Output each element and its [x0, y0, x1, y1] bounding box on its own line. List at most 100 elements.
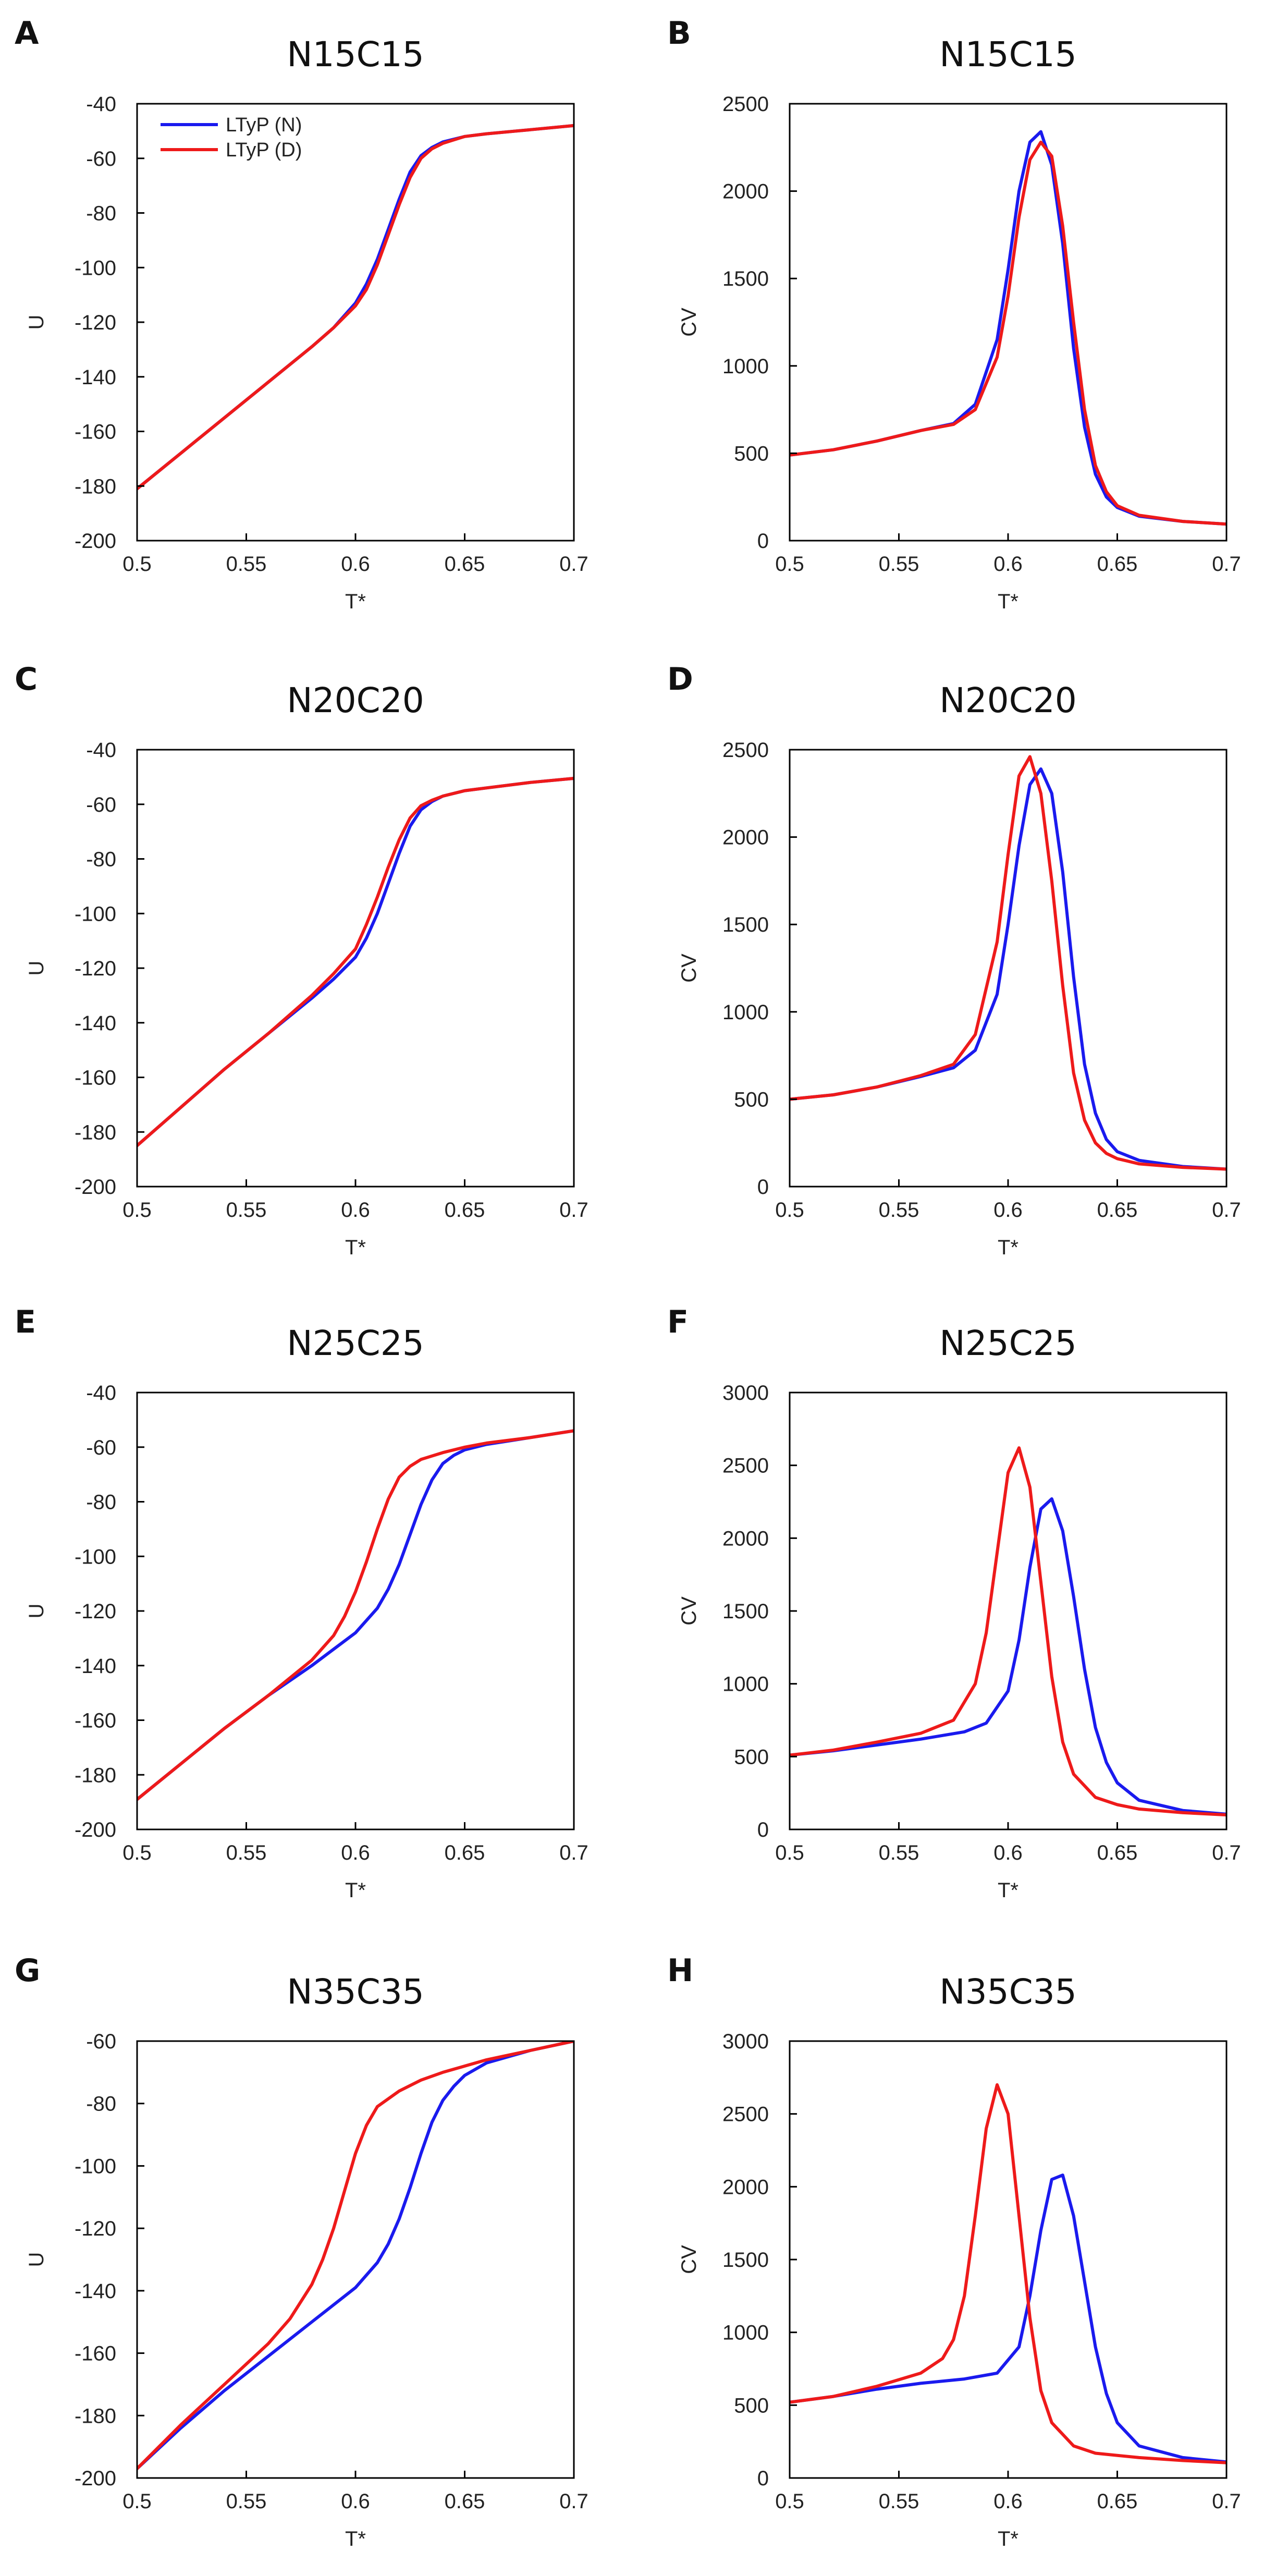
chart-title: N25C25	[939, 1323, 1076, 1363]
x-tick-label: 0.7	[559, 2490, 588, 2513]
y-axis-label: CV	[678, 308, 701, 337]
y-tick-label: 1500	[722, 267, 769, 290]
x-tick-label: 0.5	[122, 2490, 152, 2513]
series-line-native	[137, 1429, 574, 1801]
x-tick-label: 0.5	[775, 1199, 804, 1222]
chart-title: N15C15	[939, 34, 1076, 75]
plot-frame	[789, 2040, 1228, 2479]
chart-title: N35C35	[287, 1972, 424, 2012]
x-tick-label: 0.55	[879, 2490, 919, 2513]
x-tick-label: 0.65	[445, 553, 485, 576]
y-tick-label: -160	[75, 1710, 116, 1732]
y-tick-label: 0	[757, 2467, 769, 2490]
y-tick-label: 3000	[722, 1382, 769, 1405]
y-tick-label: -80	[86, 848, 116, 871]
y-tick-label: -180	[75, 2404, 116, 2427]
y-tick-label: 1000	[722, 1673, 769, 1696]
y-tick-label: -180	[75, 1121, 116, 1144]
x-tick-label: 0.5	[122, 1841, 152, 1864]
series-line-denatured	[137, 2041, 574, 2470]
x-tick-label: 0.55	[226, 1841, 267, 1864]
x-axis-label: T*	[998, 2528, 1018, 2550]
y-tick-label: -40	[86, 739, 116, 762]
y-tick-label: -200	[75, 530, 116, 553]
chart-panel-c: C N20C20 0.5 0.55 0.6 0.65 0.7 -40 -60 -80 -100 -12…	[15, 661, 588, 1259]
panel-letter: D	[667, 661, 693, 698]
chart-panel-e: E N25C25 0.5 0.55 0.6 0.65 0.7 -40 -60 -80 -100 -12…	[15, 1304, 588, 1902]
y-tick-label: -160	[75, 1067, 116, 1090]
y-tick-label: -100	[75, 2155, 116, 2178]
chart-title: N25C25	[287, 1323, 424, 1363]
y-axis-label: U	[25, 2252, 48, 2267]
y-tick-label: 0	[757, 530, 769, 553]
y-tick-label: -140	[75, 366, 116, 389]
y-tick-label: -140	[75, 2280, 116, 2303]
x-tick-label: 0.65	[1097, 2490, 1138, 2513]
y-tick-label: -80	[86, 202, 116, 225]
chart-title: N20C20	[287, 680, 424, 721]
x-tick-label: 0.55	[226, 2490, 267, 2513]
y-axis-label: U	[25, 961, 48, 976]
y-tick-label: -120	[75, 957, 116, 980]
plot-frame	[136, 1391, 575, 1830]
y-tick-label: -60	[86, 148, 116, 170]
x-tick-label: 0.7	[559, 1841, 588, 1864]
x-tick-label: 0.7	[559, 1199, 588, 1222]
plot-frame	[789, 103, 1228, 542]
y-tick-label: -100	[75, 1545, 116, 1568]
y-tick-label: 2000	[722, 2176, 769, 2199]
chart-title: N35C35	[939, 1972, 1076, 2012]
y-tick-label: 1500	[722, 2249, 769, 2272]
y-tick-label: -80	[86, 1491, 116, 1514]
x-tick-label: 0.5	[775, 1841, 804, 1864]
x-tick-label: 0.65	[1097, 1841, 1138, 1864]
x-tick-label: 0.65	[445, 2490, 485, 2513]
x-tick-label: 0.65	[445, 1841, 485, 1864]
y-axis-label: CV	[678, 954, 701, 983]
plot-frame	[789, 1391, 1228, 1830]
x-tick-label: 0.6	[341, 1841, 370, 1864]
y-tick-label: -140	[75, 1655, 116, 1678]
plot-frame	[136, 2040, 575, 2479]
x-tick-label: 0.55	[879, 1841, 919, 1864]
y-tick-label: 1500	[722, 913, 769, 936]
series-line-native	[137, 2041, 574, 2470]
series-line-native	[790, 2174, 1226, 2464]
chart-title: N20C20	[939, 680, 1076, 721]
x-tick-label: 0.7	[559, 553, 588, 576]
x-tick-label: 0.6	[993, 2490, 1023, 2513]
y-tick-label: 2500	[722, 739, 769, 762]
y-tick-label: 500	[734, 1745, 769, 1768]
series-line-denatured	[790, 755, 1226, 1171]
panel-letter: E	[15, 1304, 36, 1340]
y-tick-label: -100	[75, 257, 116, 279]
y-tick-label: 2000	[722, 826, 769, 849]
y-tick-label: -100	[75, 902, 116, 925]
y-tick-label: 2000	[722, 180, 769, 203]
y-tick-label: -200	[75, 1176, 116, 1199]
y-tick-label: 1000	[722, 2322, 769, 2345]
x-tick-label: 0.55	[226, 1199, 267, 1222]
chart-panel-g: G N35C35 0.5 0.55 0.6 0.65 0.7 -60 -80 -100 -120 -1…	[15, 1952, 588, 2550]
y-tick-label: -120	[75, 1600, 116, 1623]
x-tick-label: 0.6	[341, 553, 370, 576]
legend-label: LTyP (D)	[226, 139, 302, 161]
x-tick-label: 0.55	[879, 553, 919, 576]
y-axis-label: U	[25, 315, 48, 330]
x-tick-label: 0.5	[122, 1199, 152, 1222]
y-tick-label: 500	[734, 1088, 769, 1111]
x-tick-label: 0.65	[445, 1199, 485, 1222]
legend: LTyP (N) LTyP (D)	[161, 114, 302, 161]
chart-panel-f: F N25C25 0.5 0.55 0.6 0.65 0.7 3000 2500 2000 1500…	[667, 1304, 1241, 1902]
x-axis-label: T*	[998, 1879, 1018, 1902]
x-tick-label: 0.6	[341, 1199, 370, 1222]
x-tick-label: 0.7	[1212, 1199, 1241, 1222]
series-line-denatured	[790, 140, 1226, 526]
series-line-denatured	[137, 777, 574, 1147]
series-line-native	[790, 1497, 1226, 1816]
chart-panel-b: B N15C15 0.5 0.55 0.6 0.65 0.7 2500 2000 1500 1000…	[667, 15, 1241, 613]
x-tick-label: 0.6	[993, 553, 1023, 576]
panel-letter: C	[15, 661, 38, 698]
series-line-native	[137, 777, 574, 1147]
